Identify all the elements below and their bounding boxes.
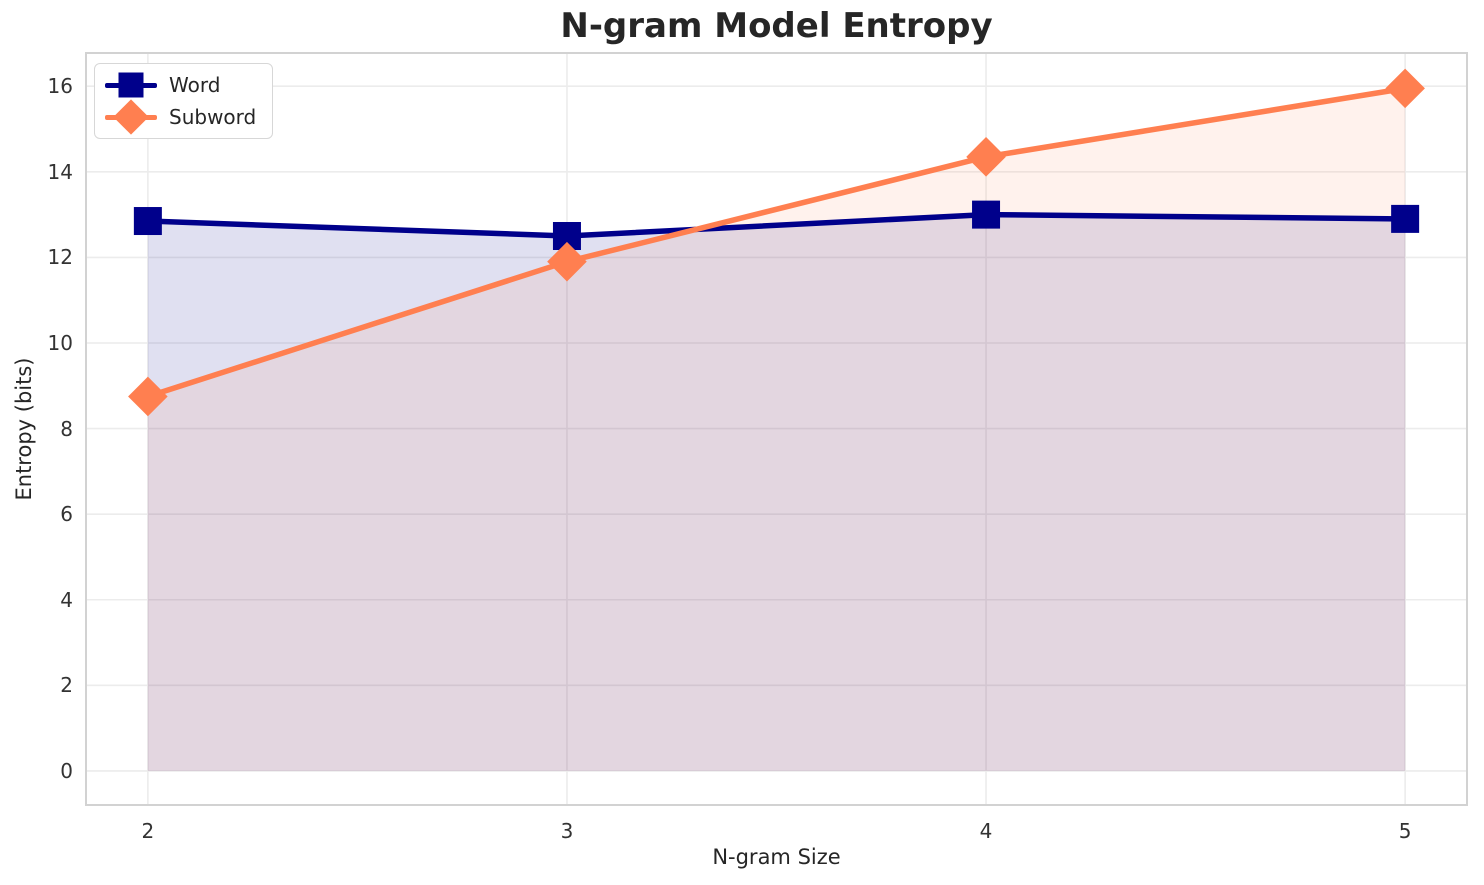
subword-diamond-marker-icon [113, 99, 149, 135]
y-tick-label: 16 [47, 74, 73, 99]
legend-label-word: Word [169, 73, 221, 97]
x-axis-label: N-gram Size [712, 845, 841, 869]
plot-svg [85, 52, 1468, 806]
x-tick-label: 5 [1398, 819, 1412, 843]
legend-item-subword: Subword [105, 99, 257, 135]
y-tick-label: 14 [47, 159, 73, 184]
legend-label-subword: Subword [169, 105, 257, 129]
subword-line-sample [105, 99, 157, 135]
y-tick-label: 0 [60, 758, 73, 783]
y-tick-label: 4 [60, 587, 73, 612]
word-square-marker [133, 207, 162, 236]
plot-spines [85, 52, 1468, 806]
word-square-marker [1391, 204, 1420, 233]
legend-item-word: Word [105, 69, 256, 101]
y-tick-label: 12 [47, 245, 73, 270]
x-tick-label: 3 [560, 819, 574, 843]
subword-diamond-marker [547, 241, 587, 282]
word-fill-area [147, 214, 1406, 771]
y-tick-label: 6 [60, 502, 73, 527]
y-tick-label: 2 [60, 673, 73, 698]
y-tick-label: 10 [47, 330, 73, 355]
y-tick-label: 8 [60, 416, 73, 441]
subword-series-line [145, 85, 1408, 400]
word-series-line [145, 211, 1408, 239]
subword-fill-area [147, 88, 1406, 771]
word-line-sample [105, 69, 157, 101]
x-tick-label: 2 [141, 819, 155, 843]
word-square-marker-icon [118, 72, 144, 98]
word-square-marker [972, 200, 1001, 229]
plot-area [85, 52, 1468, 806]
legend: Word Subword [94, 63, 274, 139]
chart-title: N-gram Model Entropy [560, 6, 993, 46]
subword-diamond-marker [966, 137, 1006, 177]
x-tick-label: 4 [979, 819, 993, 843]
